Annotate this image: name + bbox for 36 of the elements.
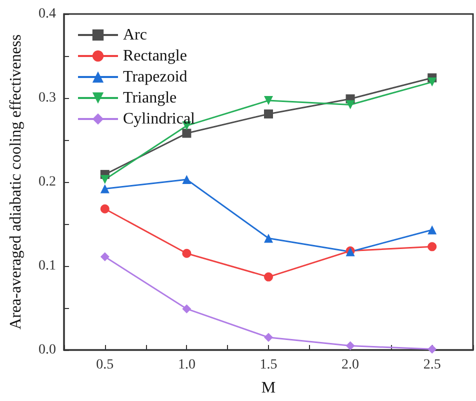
x-axis-title: M — [261, 380, 276, 396]
y-tick-label: 0.2 — [38, 174, 56, 190]
point — [428, 78, 437, 87]
y-tick-label: 0.0 — [38, 342, 56, 358]
point — [182, 174, 192, 184]
point — [182, 128, 192, 138]
point — [100, 204, 110, 214]
point — [100, 184, 110, 194]
legend-label: Triangle — [123, 90, 177, 106]
x-tick-label: 1.5 — [260, 358, 278, 372]
legend-label: Cylindrical — [123, 110, 196, 128]
point — [182, 304, 192, 314]
y-tick-label: 0.1 — [38, 258, 56, 274]
x-tick-label: 1.0 — [178, 358, 196, 372]
y-axis-title: Area-averaged adiabatic cooling effectiveness — [8, 34, 24, 330]
point — [428, 225, 437, 234]
point — [428, 344, 437, 354]
point — [428, 242, 437, 252]
legend-label: Rectangle — [123, 48, 187, 64]
point — [264, 109, 273, 118]
point — [182, 248, 192, 258]
y-tick-label: 0.3 — [38, 90, 56, 106]
x-tick-label: 2.5 — [423, 358, 441, 372]
point — [264, 96, 273, 106]
point — [264, 272, 273, 282]
x-tick-label: 2.0 — [342, 358, 360, 372]
y-tick-label: 0.4 — [38, 6, 56, 22]
point — [346, 100, 355, 110]
point — [346, 341, 355, 350]
legend-label: Trapezoid — [123, 68, 188, 86]
point — [100, 252, 110, 262]
x-tick-label: 0.5 — [96, 358, 114, 372]
point — [264, 332, 273, 342]
point — [264, 234, 273, 243]
legend-label: Arc — [123, 26, 147, 44]
point — [100, 174, 110, 184]
